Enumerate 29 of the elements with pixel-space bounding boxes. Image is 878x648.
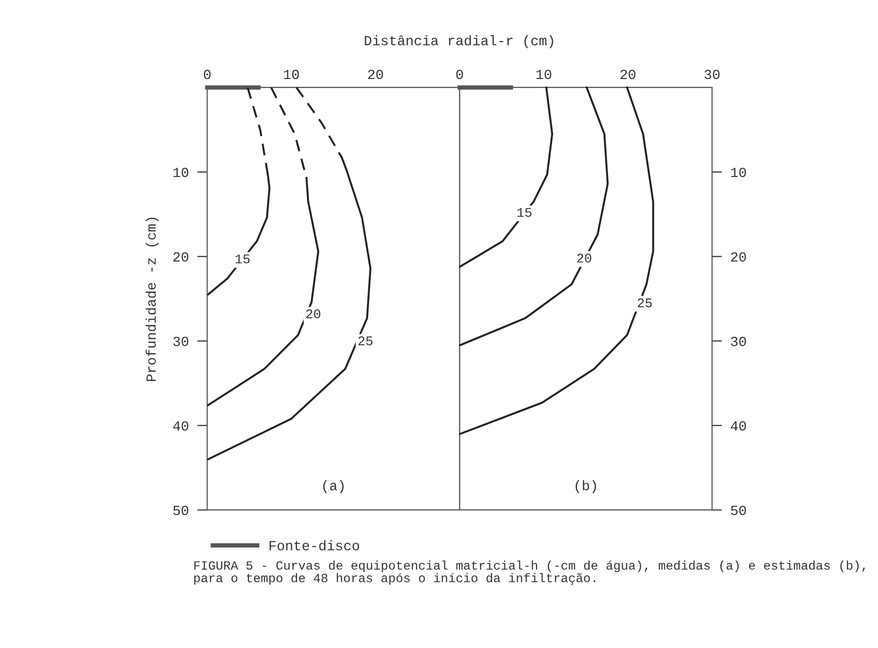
y-tick-label: 10 bbox=[173, 168, 188, 178]
y-tick-label: 10 bbox=[731, 168, 746, 178]
y-tick-label: 20 bbox=[731, 252, 746, 262]
annotation: (a) bbox=[323, 480, 344, 494]
y-tick-label: 30 bbox=[730, 336, 746, 346]
annotation: 25 bbox=[638, 298, 652, 308]
y-tick-label: 20 bbox=[173, 252, 188, 262]
legend-label: Fonte-disco bbox=[270, 540, 360, 550]
x-tick-label: 0 bbox=[456, 70, 463, 80]
y-tick-label: 40 bbox=[730, 421, 746, 431]
y-tick-label: 40 bbox=[173, 421, 188, 431]
annotation: 15 bbox=[517, 208, 532, 217]
annotation: 15 bbox=[236, 254, 250, 264]
x-tick-label: 20 bbox=[368, 70, 383, 80]
y-tick-label: 50 bbox=[173, 506, 188, 516]
x-tick-label: 20 bbox=[620, 70, 636, 80]
x-tick-label: 0 bbox=[204, 70, 211, 80]
x-tick-label: 30 bbox=[704, 70, 720, 80]
text: FIGURA 5 - Curvas de equipotencial matricial-h (-cm de água), medidas (a) e estimadas (b), para o tempo de 48 horas após o início da infiltração. bbox=[194, 560, 865, 585]
y-tick-label: 30 bbox=[173, 336, 188, 346]
x-tick-label: 10 bbox=[284, 70, 299, 80]
annotation: (b) bbox=[576, 480, 596, 494]
y-axis-title: Profundidade -z (cm) bbox=[146, 218, 159, 381]
annotation: 25 bbox=[358, 336, 372, 346]
y-tick-label: 50 bbox=[730, 506, 746, 516]
x-tick-label: 10 bbox=[536, 70, 552, 80]
annotation: 20 bbox=[306, 309, 320, 318]
x-axis-title: Distância radial-r (cm) bbox=[364, 35, 554, 48]
annotation: 20 bbox=[577, 254, 592, 263]
